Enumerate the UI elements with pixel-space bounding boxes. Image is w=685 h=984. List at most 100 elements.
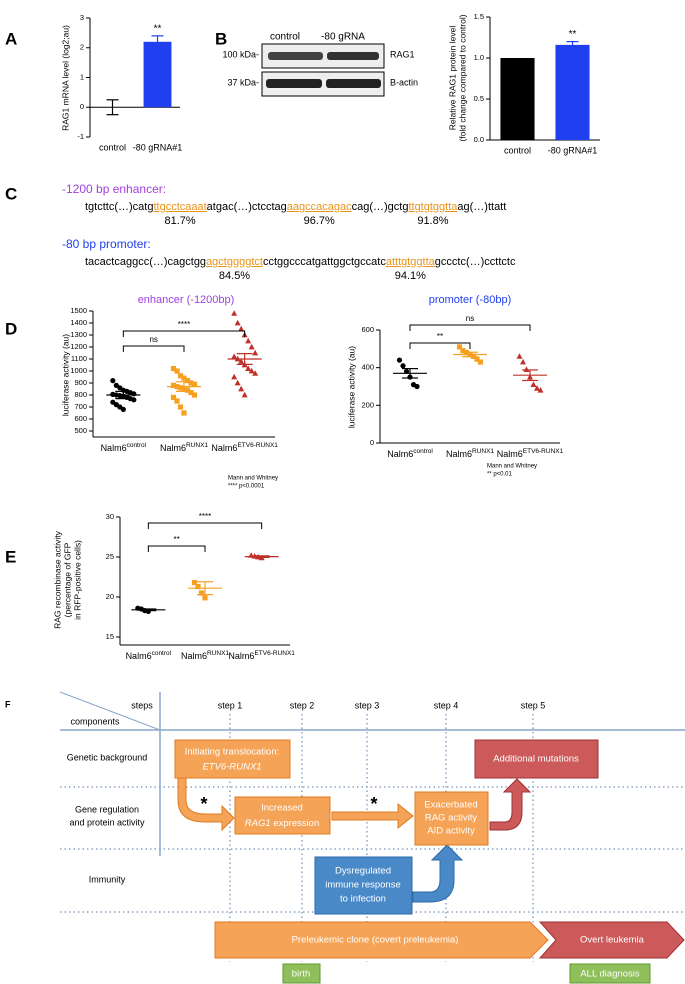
arrow — [489, 778, 532, 831]
data-point — [231, 310, 238, 316]
asterisk: * — [370, 794, 377, 814]
row-label: and protein activity — [69, 817, 145, 827]
y-tick-label: 0.0 — [474, 135, 484, 144]
data-point — [170, 382, 177, 388]
significance: ** — [154, 23, 162, 34]
category-superscript: ETV6-RUNX1 — [237, 442, 278, 449]
box-text: RAG1 expression — [245, 818, 319, 829]
y-tick-label: 1200 — [70, 342, 87, 351]
x-tick-label: control — [504, 145, 531, 155]
data-point — [238, 325, 245, 332]
segment-text: atttgtggtta — [385, 256, 435, 268]
bar — [555, 44, 590, 140]
step-box — [174, 739, 291, 779]
data-point — [400, 363, 406, 369]
segment-text: agctggggtct — [206, 256, 263, 268]
y-tick-label: 1.0 — [474, 53, 484, 62]
segment-text: ttgtgtggtta — [408, 201, 458, 213]
panel-letter: D — [5, 319, 17, 338]
y-tick-label: -1 — [77, 132, 84, 141]
western-blot: control -80 gRNA 100 kDa- 37 kDa- RAG1 B… — [222, 32, 418, 97]
y-tick-label: 1400 — [70, 318, 87, 327]
data-point — [191, 392, 198, 398]
segment-text: tacactcaggcc(…)cagctgg — [85, 256, 207, 268]
data-point — [177, 385, 184, 391]
step-label: step 5 — [521, 700, 546, 710]
box-text: Additional mutations — [493, 754, 579, 765]
band — [326, 79, 381, 88]
data-point — [414, 383, 420, 390]
y-tick-label: 1.5 — [474, 12, 484, 21]
significance: ns — [149, 335, 157, 344]
y-tick-label: 1 — [80, 72, 84, 81]
x-tick-label: control — [99, 142, 126, 152]
significance-bracket — [147, 522, 263, 529]
data-point — [460, 348, 466, 354]
y-tick-label: 25 — [106, 552, 114, 561]
data-point — [456, 344, 463, 350]
marker-label: 37 kDa- — [227, 77, 259, 87]
significance: ** — [437, 332, 443, 341]
bar — [143, 41, 172, 108]
highlight-segment: aagccacagac 96.7% — [286, 201, 352, 227]
box-text: Overt leukemia — [580, 935, 645, 946]
x-tick-label: Nalm6ETV6-RUNX1 — [497, 448, 564, 460]
data-point — [202, 595, 208, 601]
y-tick-label: 0.5 — [474, 94, 484, 103]
note: Mann and Whitney — [228, 476, 278, 482]
highlight-segment: ttgcctcaaat 81.7% — [153, 201, 206, 227]
y-tick-label: 1100 — [71, 354, 87, 363]
data-point — [252, 370, 259, 376]
header: components — [70, 716, 120, 726]
step-box — [314, 856, 413, 915]
data-point — [537, 387, 544, 393]
data-point — [110, 378, 116, 384]
box-text: Exacerbated — [424, 800, 477, 811]
data-point — [188, 380, 194, 386]
category-prefix: Nalm6 — [211, 443, 237, 453]
box-text: ETV6-RUNX1 — [202, 762, 261, 773]
significance-bracket — [122, 330, 246, 337]
category-prefix: Nalm6 — [101, 443, 127, 453]
category-superscript: control — [413, 448, 433, 455]
data-point — [238, 385, 245, 392]
y-tick-label: 500 — [74, 426, 87, 435]
data-point — [195, 584, 201, 590]
category-prefix: Nalm6 — [497, 449, 523, 459]
note: ** p<0.01 — [487, 472, 513, 478]
data-point — [181, 375, 187, 381]
sequence-line: tacactcaggcc(…)cagctggagctggggtct 84.5% cc… — [85, 256, 515, 282]
data-point — [174, 368, 180, 374]
category-prefix: Nalm6 — [446, 449, 472, 459]
significance-bracket — [409, 342, 471, 349]
data-point — [477, 359, 484, 365]
x-tick-label: Nalm6RUNX1 — [446, 448, 494, 460]
data-point — [131, 397, 137, 403]
data-point — [248, 367, 255, 374]
y-axis-label: RAG recombinase activity — [52, 530, 62, 629]
data-point — [241, 391, 248, 398]
significance-bracket — [147, 545, 206, 552]
y-tick-label: 1500 — [70, 306, 87, 315]
y-tick-label: 600 — [74, 414, 87, 423]
data-point — [191, 381, 198, 387]
panel-letter: E — [5, 547, 16, 566]
y-tick-label: 30 — [106, 512, 114, 521]
category-prefix: Nalm6 — [228, 651, 254, 661]
band — [327, 52, 379, 60]
data-point — [184, 387, 191, 393]
data-point — [534, 385, 540, 391]
segment-text: aagccacagac — [286, 201, 352, 213]
row-label: Genetic background — [67, 752, 148, 762]
box-text: immune response — [325, 880, 401, 891]
note: Mann and Whitney — [487, 464, 537, 470]
box-text: to infection — [340, 894, 386, 905]
box-text: Increased — [261, 803, 303, 814]
data-point — [530, 381, 537, 388]
asterisk: * — [200, 794, 207, 814]
box-text: RAG1 — [245, 818, 271, 829]
significance: ** — [569, 29, 577, 40]
box-text: RAG activity — [425, 813, 478, 824]
identity-percent: 96.7% — [303, 215, 335, 227]
timeline-arrow — [538, 921, 685, 959]
